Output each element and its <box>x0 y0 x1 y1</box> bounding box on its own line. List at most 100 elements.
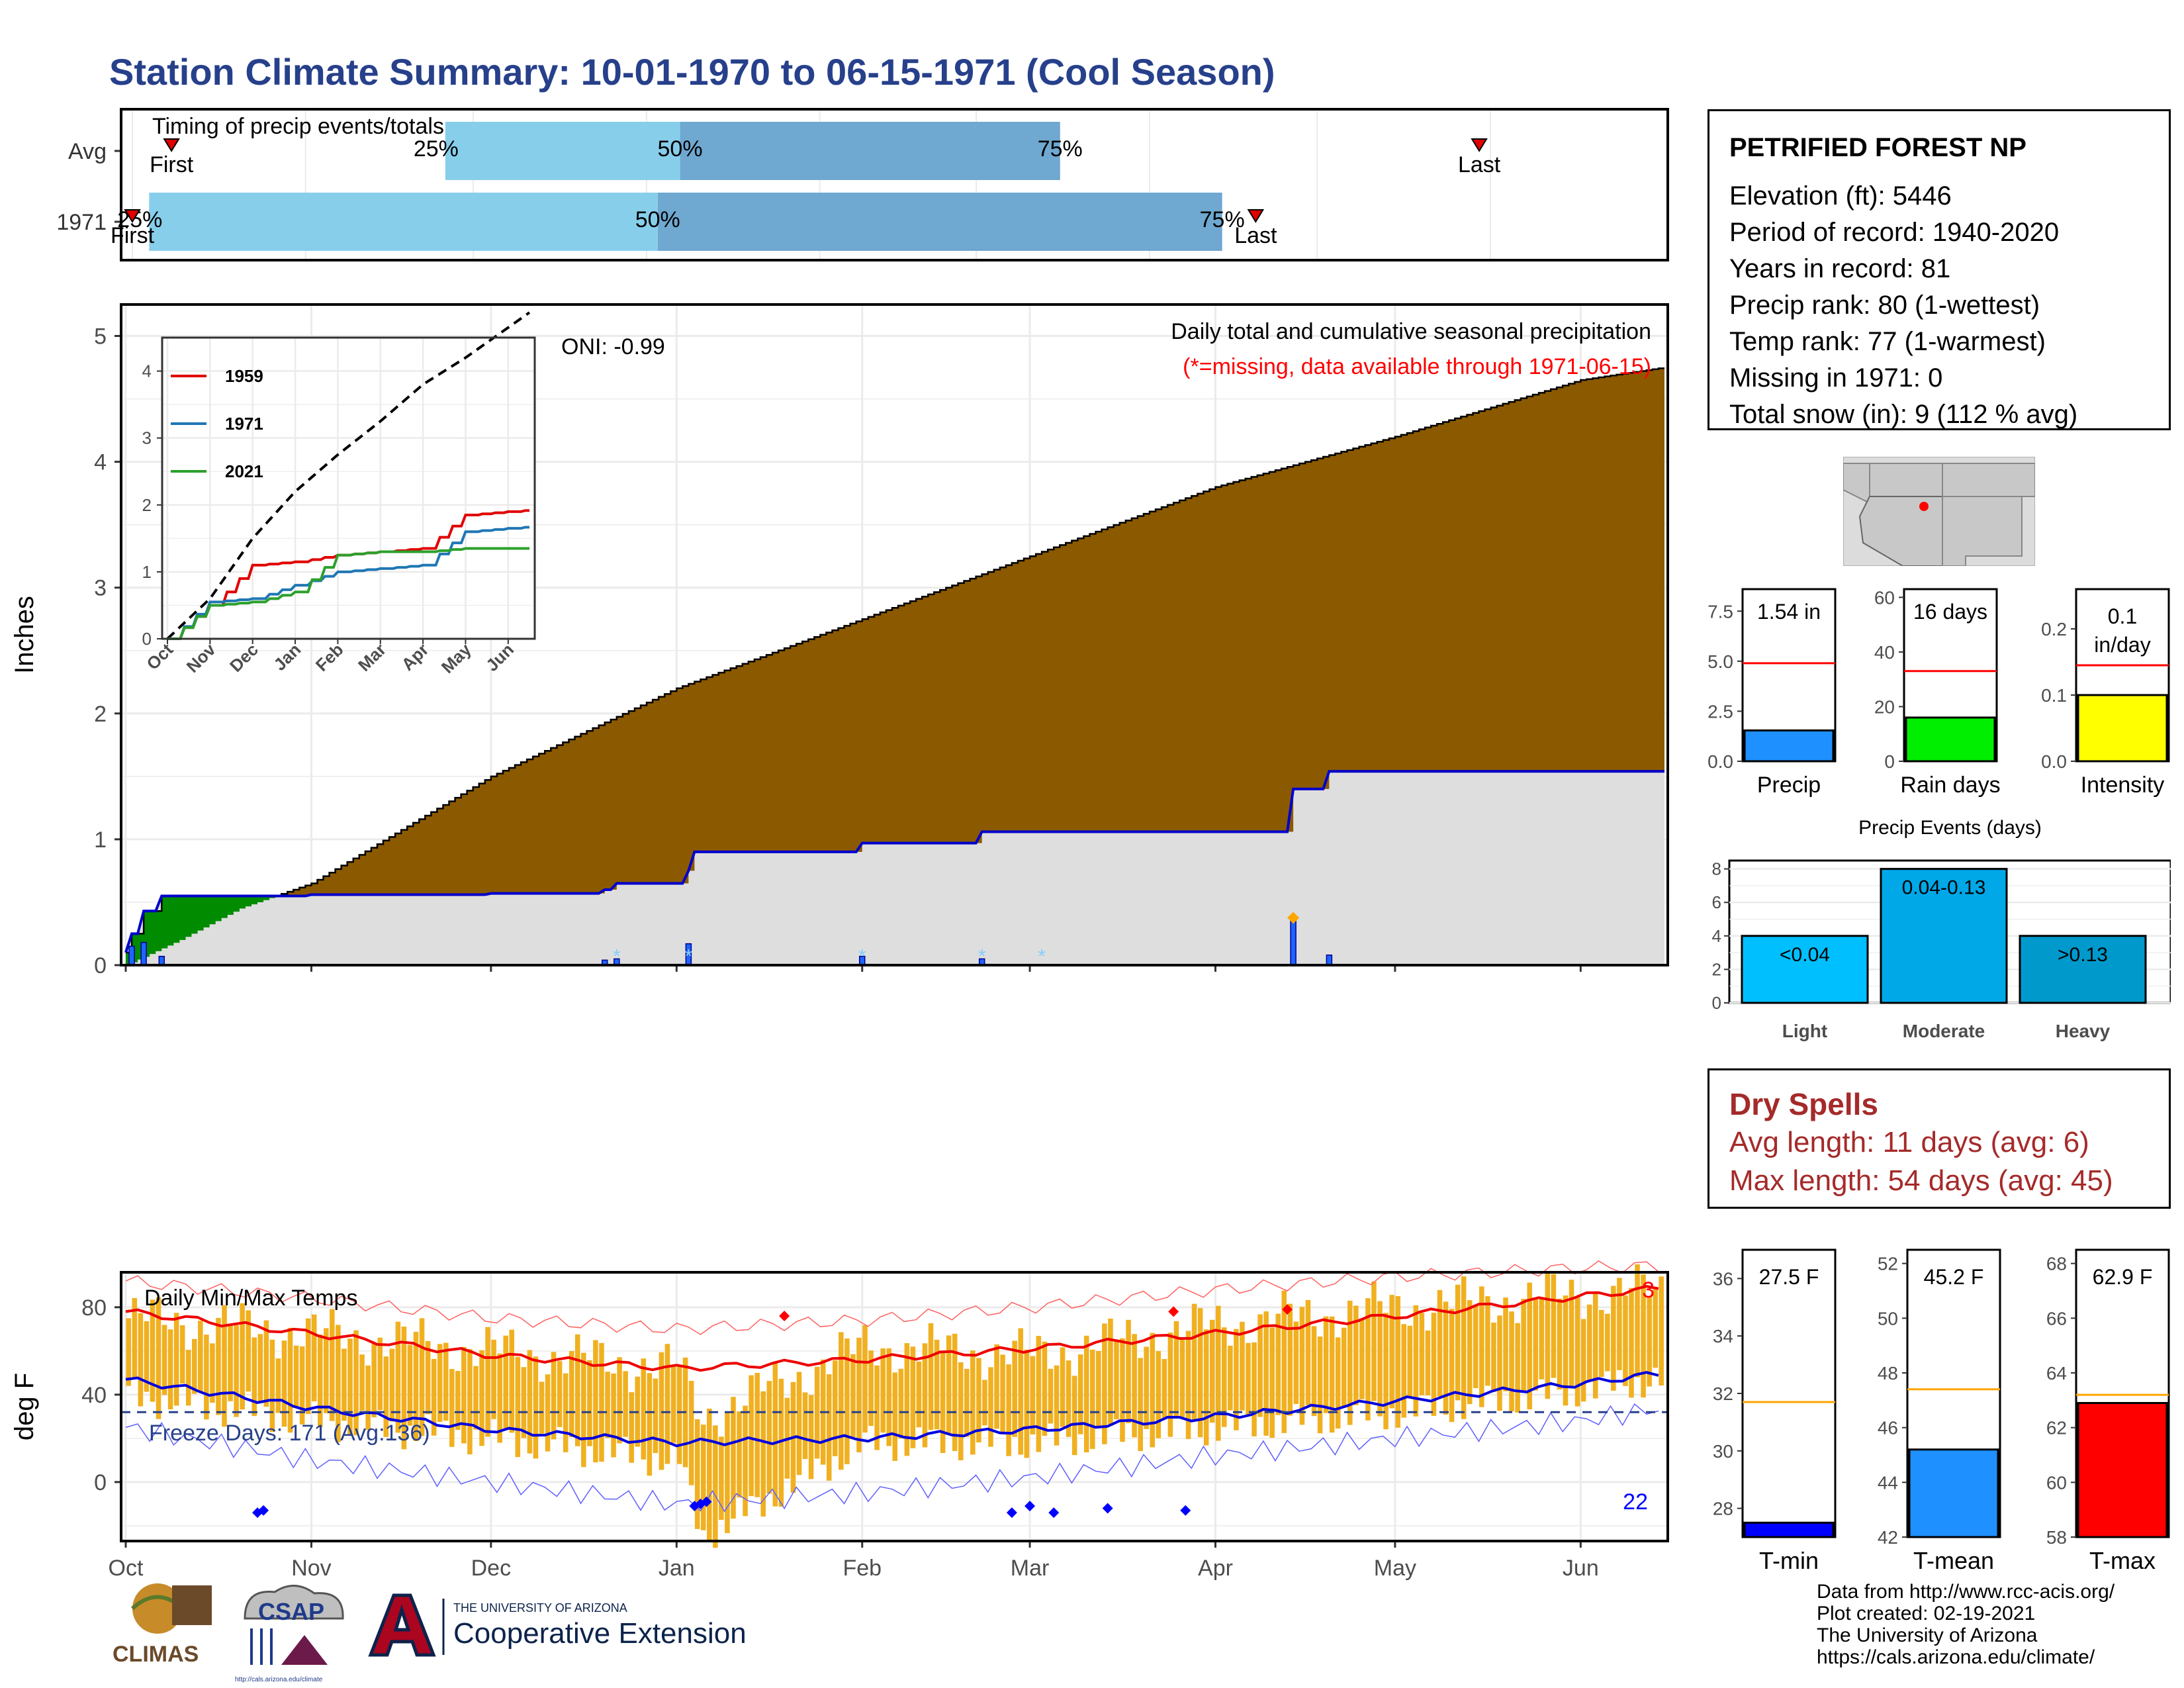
timing-last-marker <box>1247 209 1265 223</box>
temp-daily-bar <box>659 1352 664 1470</box>
record-low-marker <box>1180 1505 1191 1516</box>
temp-daily-bar <box>1090 1349 1095 1449</box>
precip-mini-charts: 0.0 2.5 5.0 7.5 1.54 in Precip 0 20 40 60 16 days R… <box>1707 587 2170 798</box>
temp-daily-bar <box>1240 1321 1245 1411</box>
temp-normal-min-line <box>125 1371 1659 1448</box>
inset-y-tick-label: 1 <box>142 562 152 582</box>
temp-daily-bar <box>533 1356 539 1459</box>
temp-daily-bar <box>389 1348 395 1422</box>
mini-y-tick-label: 0.0 <box>2041 751 2067 772</box>
temp-daily-bar <box>856 1337 862 1452</box>
temp-daily-bar <box>1144 1346 1149 1429</box>
events-bar-range: >0.13 <box>2058 944 2108 966</box>
temp-daily-bar <box>287 1327 293 1433</box>
temp-daily-bar <box>982 1380 987 1426</box>
timing-row-label: 1971 <box>56 210 107 235</box>
temp-daily-bar <box>1623 1295 1628 1386</box>
temp-daily-bar <box>731 1397 736 1519</box>
tbar-y-tick-label: 60 <box>2046 1472 2067 1493</box>
timing-frame <box>120 108 1669 261</box>
temp-daily-bar <box>1191 1303 1197 1421</box>
temp-daily-bar <box>1371 1281 1377 1401</box>
temp-daily-bar <box>1359 1318 1365 1399</box>
temp-daily-bar <box>1635 1264 1640 1378</box>
temp-daily-bar <box>593 1340 598 1463</box>
record-low-marker <box>252 1507 263 1519</box>
mini-value-label: 16 days <box>1913 600 1987 624</box>
temp-daily-bar <box>850 1354 856 1438</box>
temp-daily-bar <box>796 1372 802 1476</box>
precip-panel: * * * * * 0 1 2 3 4 5 Inches Daily total and cumulat… <box>10 303 1669 978</box>
precip-daily-bar <box>1326 955 1333 966</box>
climas-logo-text: CLIMAS <box>113 1642 199 1667</box>
tbar-value-bar <box>1908 1448 1999 1538</box>
temp-daily-bar <box>707 1408 712 1542</box>
temp-daily-bar <box>161 1325 167 1395</box>
temp-daily-bar <box>910 1346 916 1448</box>
timing-bar-25-50 <box>445 122 680 180</box>
temp-daily-bar <box>324 1328 329 1413</box>
mini-y-tick-label: 60 <box>1874 587 1895 608</box>
timing-last-marker <box>1471 138 1488 152</box>
tbar-category-label: T-mean <box>1913 1547 1994 1574</box>
temp-daily-bar <box>204 1335 209 1420</box>
temp-daily-bar <box>569 1350 574 1437</box>
precip-average-line <box>126 367 1664 954</box>
temp-daily-bar <box>1557 1298 1563 1390</box>
station-period: Period of record: 1940-2020 <box>1729 218 2060 247</box>
temp-daily-bar <box>1287 1303 1293 1416</box>
record-high-marker <box>1168 1306 1179 1317</box>
footer-data-source: Data from http://www.rcc-acis.org/ <box>1817 1581 2115 1603</box>
temp-daily-bar <box>1000 1354 1005 1434</box>
temp-daily-bar <box>737 1411 742 1498</box>
temp-daily-bar <box>1317 1336 1323 1434</box>
temp-daily-bar <box>455 1370 461 1430</box>
events-y-tick-label: 2 <box>1712 959 1721 979</box>
precip-missing-note: (*=missing, data available through 1971-… <box>1183 354 1651 379</box>
temp-daily-bar <box>1485 1296 1490 1386</box>
temp-y-tick-label: 80 <box>81 1295 107 1321</box>
temp-daily-bar <box>694 1419 700 1529</box>
events-category-label: Light <box>1782 1021 1827 1041</box>
temp-daily-bar <box>557 1361 563 1427</box>
temp-daily-bar <box>1222 1327 1227 1427</box>
temp-daily-bar <box>1251 1342 1257 1436</box>
temp-daily-bar <box>228 1324 233 1401</box>
timing-first-marker <box>124 209 141 223</box>
temp-daily-bar <box>377 1337 383 1411</box>
temp-daily-bar <box>132 1297 138 1379</box>
temp-daily-bar <box>754 1372 760 1497</box>
oni-label: ONI: -0.99 <box>561 334 665 359</box>
precip-daily-bar <box>1290 920 1297 966</box>
mini-y-tick-label: 0 <box>1884 751 1895 772</box>
timing-bar-50-75 <box>680 122 1060 180</box>
tbar-value-bar <box>1743 1521 1835 1538</box>
temp-daily-bar <box>126 1318 132 1386</box>
timing-bar-25-50 <box>149 193 658 251</box>
temp-daily-bar <box>138 1313 144 1407</box>
state-new-mexico <box>1942 496 2023 566</box>
temp-y-tick-label: 0 <box>94 1470 107 1495</box>
temp-daily-bar <box>1347 1300 1353 1425</box>
timing-label-50: 50% <box>658 136 703 162</box>
footer-university: The University of Arizona <box>1817 1624 2038 1646</box>
temp-daily-bar <box>210 1343 215 1403</box>
temp-daily-bar <box>1179 1337 1185 1417</box>
temp-daily-bar <box>623 1371 628 1437</box>
temp-daily-bar <box>1449 1309 1455 1423</box>
temp-daily-bar <box>1257 1314 1263 1417</box>
timing-panel: 25% 50% 75% First Last Avg 25% 50% 75% First Last 1… <box>56 108 1669 261</box>
inset-frame <box>161 336 536 640</box>
temp-daily-bar <box>515 1356 521 1458</box>
temp-daily-bar <box>1114 1340 1119 1420</box>
page-title: Station Climate Summary: 10-01-1970 to 0… <box>109 51 1275 93</box>
temp-daily-bar <box>976 1358 981 1442</box>
temp-daily-bar <box>922 1343 928 1448</box>
temp-daily-bar <box>1293 1321 1299 1404</box>
temp-daily-bar <box>916 1361 922 1428</box>
temp-daily-bar <box>1353 1305 1359 1405</box>
mini-y-tick-label: 0.2 <box>2041 619 2067 639</box>
snow-day-marker: * <box>858 946 866 968</box>
temp-daily-bar <box>725 1411 730 1533</box>
temp-daily-bar <box>1479 1286 1484 1407</box>
